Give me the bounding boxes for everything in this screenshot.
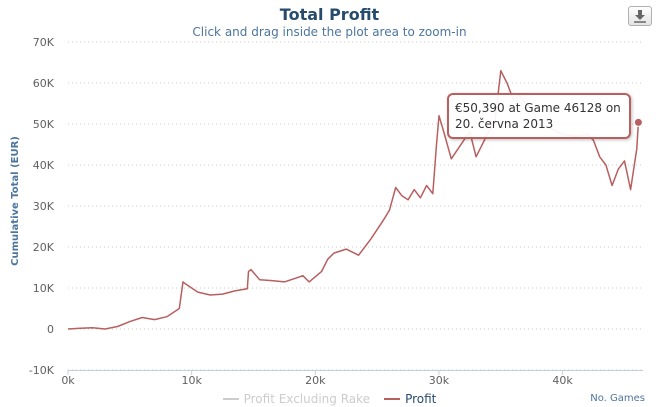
chart-subtitle: Click and drag inside the plot area to z…: [192, 25, 467, 39]
gridlines: [68, 41, 643, 371]
legend-label: Profit: [405, 392, 437, 406]
y-tick-label: -10K: [29, 364, 55, 377]
y-tick-label: 20K: [33, 241, 55, 254]
axes: -10K 0 10K 20K 30K 40K 50K 60K 70K 0k 10k 20k 30k 40k: [29, 36, 643, 387]
legend-swatch: [222, 398, 239, 400]
legend-item-profit[interactable]: Profit: [384, 392, 436, 406]
x-tick-label: 10k: [181, 374, 202, 387]
chart-title: Total Profit: [279, 5, 380, 24]
x-tick-label: 20k: [305, 374, 326, 387]
y-tick-label: 0: [47, 323, 54, 336]
y-tick-label: 70K: [33, 36, 55, 49]
y-tick-label: 50K: [33, 118, 55, 131]
tooltip: €50,390 at Game 46128 on 20. června 2013: [447, 93, 631, 139]
y-tick-label: 30K: [33, 200, 55, 213]
x-axis-label: No. Games: [590, 393, 645, 404]
tooltip-line-1: €50,390 at Game 46128 on: [455, 101, 621, 115]
y-tick-label: 40K: [33, 159, 55, 172]
legend-item-profit-excluding-rake[interactable]: Profit Excluding Rake: [222, 392, 371, 406]
hover-point-marker[interactable]: [633, 117, 643, 127]
legend: Profit Excluding Rake Profit: [0, 392, 659, 406]
legend-swatch: [384, 398, 401, 400]
download-button[interactable]: [628, 6, 652, 26]
x-tick-label: 0k: [61, 374, 75, 387]
y-tick-label: 10K: [33, 282, 55, 295]
tooltip-line-2: 20. června 2013: [455, 117, 554, 131]
x-tick-label: 30k: [429, 374, 450, 387]
y-tick-label: 60K: [33, 77, 55, 90]
legend-label: Profit Excluding Rake: [243, 392, 371, 406]
download-icon: [634, 10, 646, 23]
x-tick-label: 40k: [552, 374, 573, 387]
y-axis-label: Cumulative Total (EUR): [10, 136, 21, 266]
